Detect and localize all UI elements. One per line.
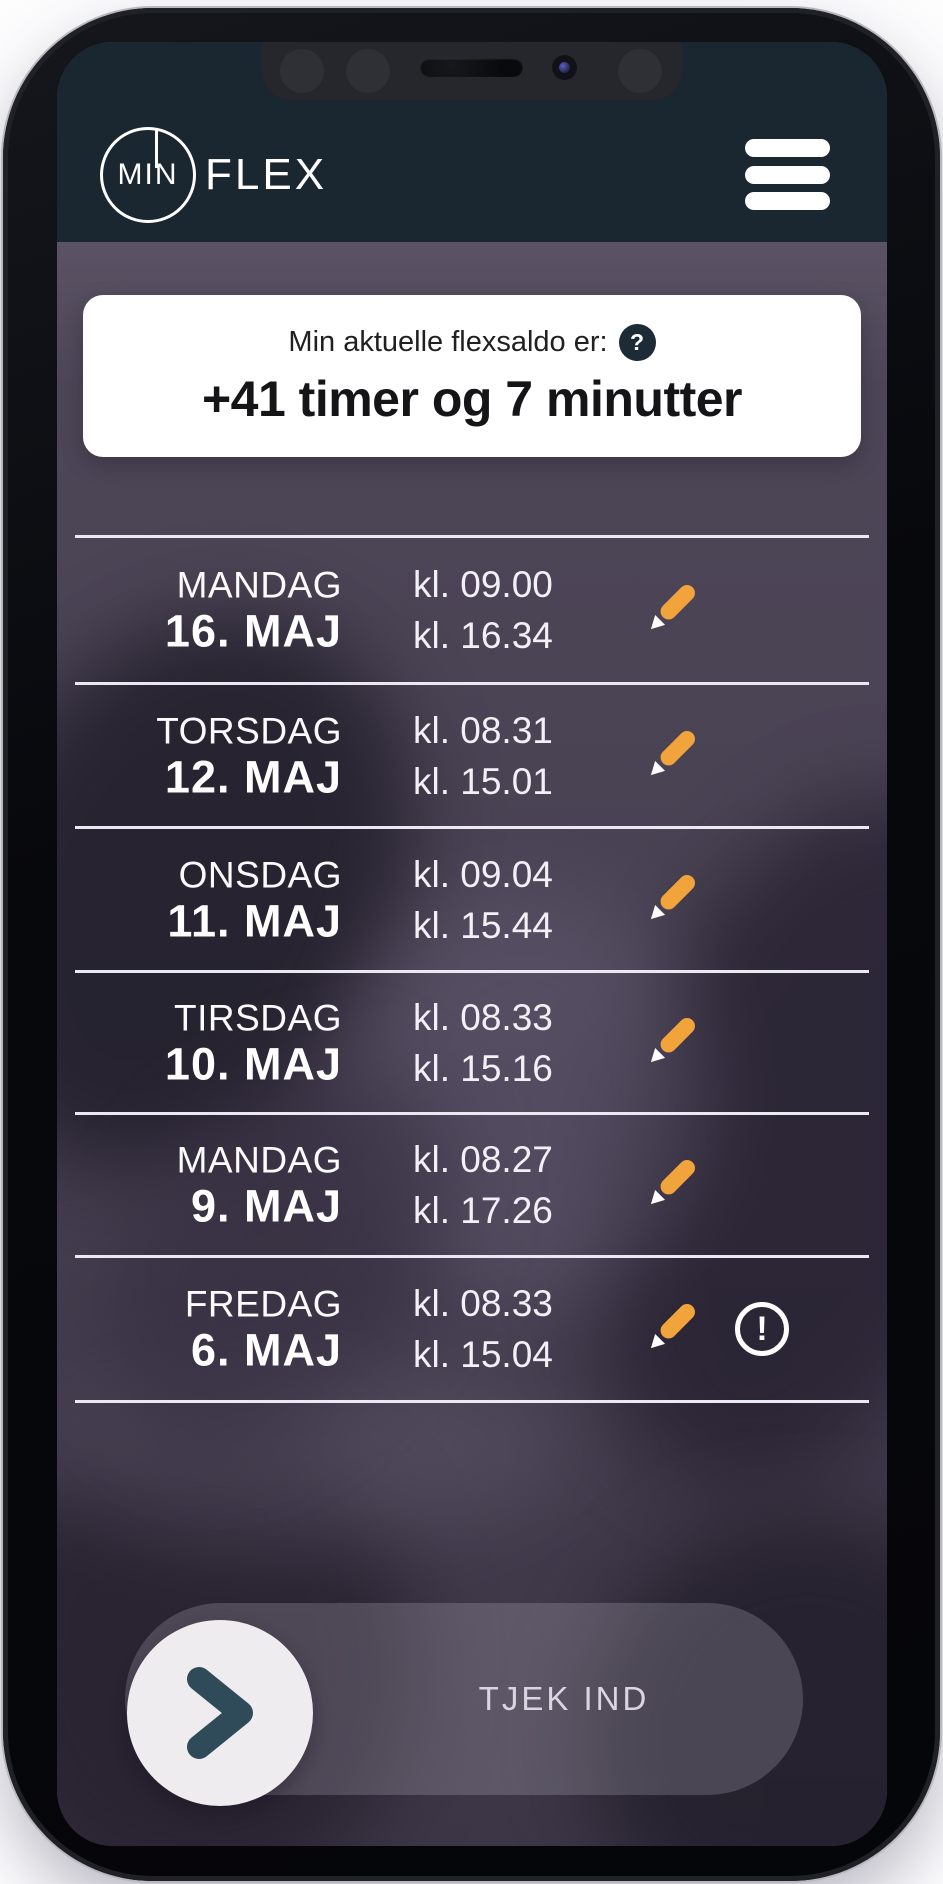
sensor-icon — [618, 49, 662, 93]
times: kl. 08.27 kl. 17.26 — [413, 1134, 553, 1236]
day-date: MANDAG 16. MAJ — [75, 565, 342, 656]
phone-frame: MIN FLEX Min aktuelle flexsaldo er: ? +4… — [3, 8, 940, 1881]
front-camera-icon — [552, 55, 577, 80]
app-header: MIN FLEX — [57, 42, 887, 242]
edit-pencil-icon[interactable] — [642, 1157, 698, 1213]
check-out-time: kl. 17.26 — [413, 1190, 553, 1231]
date-label: 9. MAJ — [190, 1180, 342, 1232]
proximity-sensor-icon — [280, 49, 324, 93]
check-in-label: TJEK IND — [478, 1680, 650, 1717]
logo-flex-text: FLEX — [205, 150, 328, 199]
background-photo — [57, 242, 887, 1846]
date-label: 6. MAJ — [190, 1324, 342, 1376]
date-label: 12. MAJ — [164, 751, 342, 802]
day-date: ONSDAG 11. MAJ — [75, 854, 342, 945]
edit-pencil-icon[interactable] — [642, 1301, 698, 1357]
logo-stem — [155, 128, 158, 168]
day-row: MANDAG 16. MAJ kl. 09.00 kl. 16.34 — [75, 535, 869, 682]
ambient-sensor-icon — [346, 49, 390, 93]
edit-pencil-icon[interactable] — [642, 1015, 698, 1071]
hamburger-bar — [745, 192, 830, 210]
check-out-time: kl. 16.34 — [413, 615, 553, 656]
day-date: TIRSDAG 10. MAJ — [75, 997, 342, 1088]
date-label: 16. MAJ — [164, 605, 342, 657]
times: kl. 09.04 kl. 15.44 — [413, 849, 553, 951]
hamburger-bar — [745, 139, 830, 157]
check-out-time: kl. 15.01 — [413, 760, 553, 802]
weekday-label: TIRSDAG — [174, 997, 342, 1038]
hamburger-menu-icon[interactable] — [745, 139, 830, 210]
app-screen: MIN FLEX Min aktuelle flexsaldo er: ? +4… — [57, 42, 887, 1846]
day-date: MANDAG 9. MAJ — [75, 1140, 342, 1231]
day-row: TORSDAG 12. MAJ kl. 08.31 kl. 15.01 — [75, 682, 869, 826]
edit-pencil-icon[interactable] — [642, 728, 698, 784]
weekday-label: TORSDAG — [156, 710, 342, 751]
check-out-time: kl. 15.04 — [413, 1334, 553, 1375]
day-list: MANDAG 16. MAJ kl. 09.00 kl. 16.34 TORSDAG 12… — [57, 535, 887, 1403]
weekday-label: MANDAG — [176, 1139, 342, 1181]
notch — [262, 42, 682, 100]
day-row: ONSDAG 11. MAJ kl. 09.04 kl. 15.44 — [75, 826, 869, 970]
speaker-grille-icon — [420, 58, 523, 77]
check-in-time: kl. 08.27 — [413, 1139, 553, 1180]
day-row: MANDAG 9. MAJ kl. 08.27 kl. 17.26 — [75, 1112, 869, 1255]
check-in-time: kl. 09.00 — [413, 564, 553, 605]
weekday-label: MANDAG — [176, 564, 342, 606]
check-out-time: kl. 15.16 — [413, 1047, 553, 1089]
check-out-time: kl. 15.44 — [413, 904, 553, 946]
balance-label-row: Min aktuelle flexsaldo er: ? — [288, 324, 656, 361]
check-in-time: kl. 08.33 — [413, 1283, 553, 1324]
balance-label: Min aktuelle flexsaldo er: — [288, 326, 608, 358]
app-logo: MIN FLEX — [100, 127, 327, 223]
times: kl. 08.31 kl. 15.01 — [413, 705, 553, 807]
check-in-time: kl. 09.04 — [413, 853, 553, 895]
logo-circle: MIN — [100, 127, 196, 223]
logo-min-text: MIN — [117, 158, 179, 191]
day-date: TORSDAG 12. MAJ — [75, 710, 342, 801]
balance-value: +41 timer og 7 minutter — [201, 371, 743, 427]
times: kl. 08.33 kl. 15.04 — [413, 1278, 553, 1380]
chevron-right-icon — [127, 1620, 313, 1806]
edit-pencil-icon[interactable] — [642, 582, 698, 638]
date-label: 10. MAJ — [164, 1038, 342, 1089]
check-in-time: kl. 08.31 — [413, 709, 553, 751]
date-label: 11. MAJ — [167, 895, 342, 946]
weekday-label: ONSDAG — [178, 854, 342, 895]
flex-balance-card: Min aktuelle flexsaldo er: ? +41 timer o… — [83, 295, 861, 457]
hamburger-bar — [745, 165, 830, 184]
weekday-label: FREDAG — [184, 1283, 342, 1325]
day-row: FREDAG 6. MAJ kl. 08.33 kl. 15.04! — [75, 1255, 869, 1403]
day-date: FREDAG 6. MAJ — [75, 1284, 342, 1375]
warning-icon[interactable]: ! — [735, 1302, 789, 1356]
check-in-time: kl. 08.33 — [413, 996, 553, 1038]
check-in-button[interactable]: TJEK IND — [125, 1603, 803, 1806]
times: kl. 09.00 kl. 16.34 — [413, 559, 553, 661]
help-icon[interactable]: ? — [618, 324, 656, 361]
edit-pencil-icon[interactable] — [642, 872, 698, 928]
day-row: TIRSDAG 10. MAJ kl. 08.33 kl. 15.16 — [75, 970, 869, 1112]
times: kl. 08.33 kl. 15.16 — [413, 992, 553, 1094]
